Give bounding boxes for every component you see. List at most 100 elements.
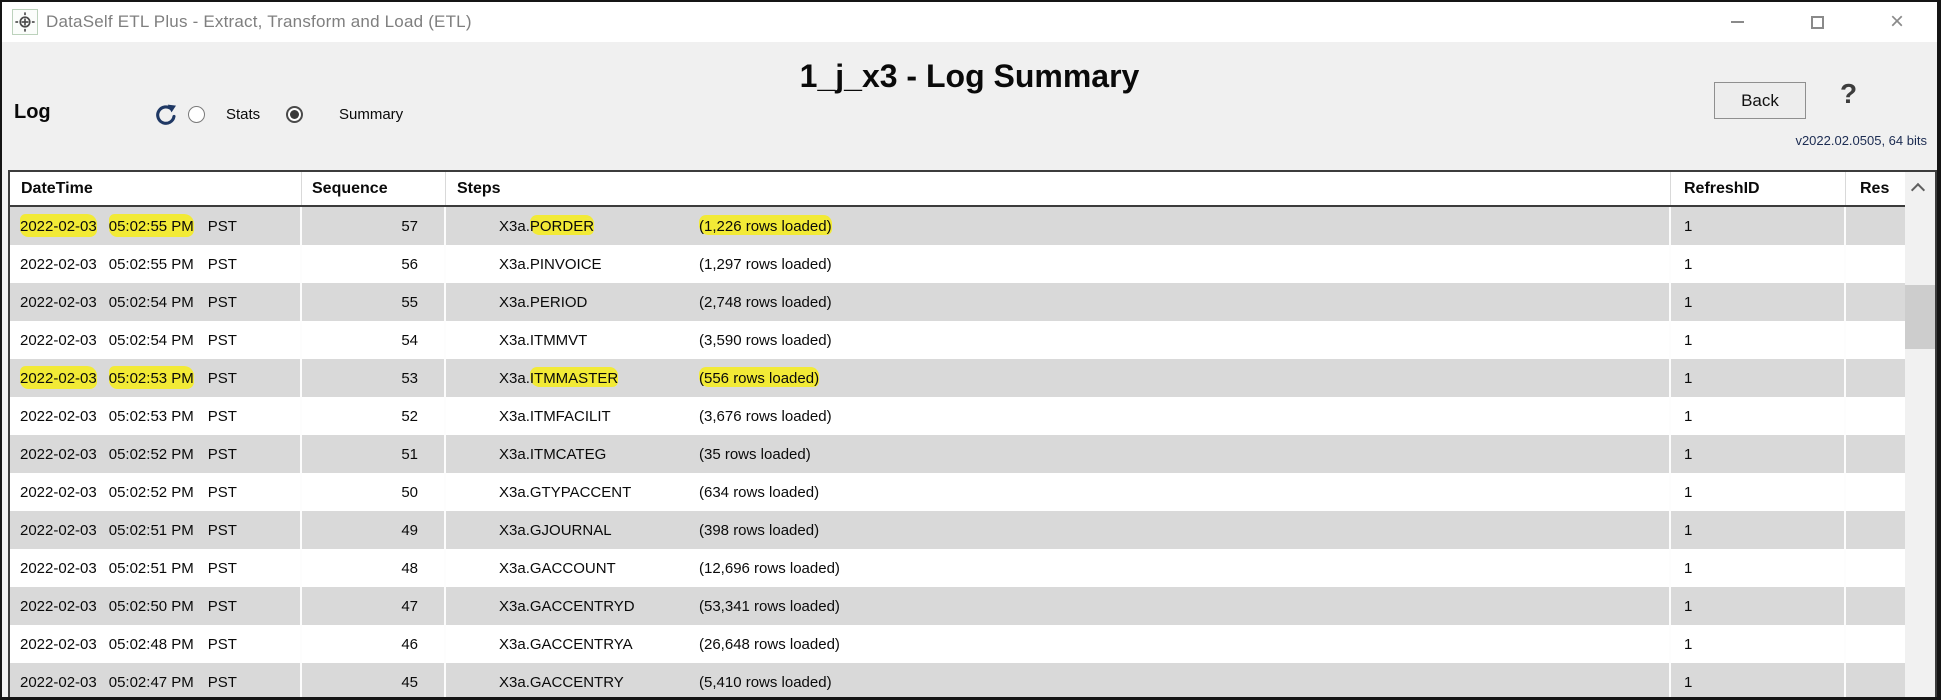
datetime-timezone: PST (207, 293, 237, 311)
step-name: X3a.PINVOICE (499, 256, 699, 273)
cell-sequence: 55 (302, 283, 446, 321)
table-row[interactable]: 2022-02-03 05:02:54 PM PST 55 X3a.PERIOD (2,7… (10, 283, 1935, 321)
table-row[interactable]: 2022-02-03 05:02:48 PM PST 46 X3a.GACCENTRYA… (10, 625, 1935, 663)
cell-sequence: 48 (302, 549, 446, 587)
step-table-name: GACCENTRY (529, 673, 624, 691)
cell-steps: X3a.GACCENTRYD (53,341 rows loaded) (446, 587, 1671, 625)
datetime-timezone: PST (207, 521, 237, 539)
cell-steps: X3a.PORDER (1,226 rows loaded) (446, 207, 1671, 245)
table-row[interactable]: 2022-02-03 05:02:51 PM PST 48 X3a.GACCOUNT (1… (10, 549, 1935, 587)
cell-refreshid: 1 (1671, 625, 1846, 663)
datetime-date: 2022-02-03 (20, 521, 97, 539)
datetime-timezone: PST (207, 445, 237, 463)
datetime-date: 2022-02-03 (20, 255, 97, 273)
cell-sequence: 57 (302, 207, 446, 245)
radio-stats[interactable] (188, 106, 205, 123)
datetime-date: 2022-02-03 (20, 483, 97, 501)
datetime-time: 05:02:55 PM (108, 255, 194, 273)
cell-sequence: 52 (302, 397, 446, 435)
step-prefix: X3a. (499, 673, 530, 691)
radio-summary[interactable] (286, 106, 303, 123)
table-body: 2022-02-03 05:02:55 PM PST 57 X3a.PORDER (1,2… (10, 207, 1935, 697)
window-controls: × (1697, 2, 1937, 42)
step-table-name: ITMMVT (529, 331, 588, 349)
scrollbar-up-icon[interactable] (1912, 182, 1924, 194)
table-row[interactable]: 2022-02-03 05:02:50 PM PST 47 X3a.GACCENTRYD… (10, 587, 1935, 625)
rows-loaded-count: (398 rows loaded) (699, 521, 820, 539)
cell-datetime: 2022-02-03 05:02:53 PM PST (10, 359, 302, 397)
table-row[interactable]: 2022-02-03 05:02:54 PM PST 54 X3a.ITMMVT (3,5… (10, 321, 1935, 359)
table-row[interactable]: 2022-02-03 05:02:51 PM PST 49 X3a.GJOURNAL (3… (10, 511, 1935, 549)
cell-refreshid: 1 (1671, 663, 1846, 697)
datetime-time: 05:02:48 PM (108, 635, 194, 653)
cell-sequence: 54 (302, 321, 446, 359)
datetime-date: 2022-02-03 (20, 559, 97, 577)
step-prefix: X3a. (499, 369, 530, 387)
cell-steps: X3a.GACCOUNT (12,696 rows loaded) (446, 549, 1671, 587)
cell-datetime: 2022-02-03 05:02:51 PM PST (10, 511, 302, 549)
cell-sequence: 53 (302, 359, 446, 397)
step-table-name: GACCENTRYD (529, 597, 635, 615)
cell-sequence: 51 (302, 435, 446, 473)
rows-loaded-count: (3,676 rows loaded) (699, 407, 832, 425)
radio-summary-circle[interactable] (286, 106, 303, 123)
table-row[interactable]: 2022-02-03 05:02:52 PM PST 51 X3a.ITMCATEG (3… (10, 435, 1935, 473)
log-table: DateTime Sequence Steps RefreshID Res 20… (8, 170, 1937, 697)
cell-refreshid: 1 (1671, 397, 1846, 435)
column-header-refreshid[interactable]: RefreshID (1671, 172, 1846, 205)
cell-datetime: 2022-02-03 05:02:48 PM PST (10, 625, 302, 663)
cell-steps: X3a.GACCENTRY (5,410 rows loaded) (446, 663, 1671, 697)
column-header-res[interactable]: Res (1860, 179, 1890, 197)
table-row[interactable]: 2022-02-03 05:02:53 PM PST 53 X3a.ITMMASTER(… (10, 359, 1935, 397)
step-prefix: X3a. (499, 407, 530, 425)
rows-loaded-count: (1,226 rows loaded) (699, 217, 832, 235)
datetime-date: 2022-02-03 (20, 673, 97, 691)
rows-loaded-count: (634 rows loaded) (699, 483, 820, 501)
cell-refreshid: 1 (1671, 283, 1846, 321)
datetime-timezone: PST (207, 331, 237, 349)
radio-summary-label[interactable]: Summary (339, 106, 404, 123)
column-header-sequence[interactable]: Sequence (302, 172, 446, 205)
cell-datetime: 2022-02-03 05:02:54 PM PST (10, 321, 302, 359)
step-name: X3a.GACCENTRYA (499, 636, 699, 653)
column-header-steps[interactable]: Steps (446, 172, 1671, 205)
refresh-icon[interactable] (154, 103, 178, 127)
close-button[interactable]: × (1857, 2, 1937, 42)
datetime-time: 05:02:51 PM (108, 521, 194, 539)
step-table-name: GTYPACCENT (529, 483, 632, 501)
datetime-timezone: PST (207, 483, 237, 501)
radio-stats-circle[interactable] (188, 106, 205, 123)
table-row[interactable]: 2022-02-03 05:02:53 PM PST 52 X3a.ITMFACILIT… (10, 397, 1935, 435)
table-row[interactable]: 2022-02-03 05:02:52 PM PST 50 X3a.GTYPACCENT… (10, 473, 1935, 511)
datetime-date: 2022-02-03 (20, 445, 97, 463)
step-table-name: ITMFACILIT (529, 407, 611, 425)
scrollbar-thumb[interactable] (1905, 285, 1935, 349)
cell-datetime: 2022-02-03 05:02:51 PM PST (10, 549, 302, 587)
maximize-button[interactable] (1777, 2, 1857, 42)
rows-loaded-count: (2,748 rows loaded) (699, 293, 832, 311)
column-header-datetime[interactable]: DateTime (10, 172, 302, 205)
minimize-button[interactable] (1697, 2, 1777, 42)
step-prefix: X3a. (499, 445, 530, 463)
datetime-timezone: PST (207, 597, 237, 615)
minimize-icon (1730, 21, 1744, 23)
cell-datetime: 2022-02-03 05:02:52 PM PST (10, 435, 302, 473)
step-table-name: PERIOD (529, 293, 588, 311)
cell-sequence: 46 (302, 625, 446, 663)
help-icon[interactable]: ? (1840, 78, 1858, 109)
step-name: X3a.PORDER (499, 217, 699, 235)
vertical-scrollbar[interactable] (1905, 172, 1935, 697)
cell-sequence: 56 (302, 245, 446, 283)
table-row[interactable]: 2022-02-03 05:02:55 PM PST 57 X3a.PORDER (1,2… (10, 207, 1935, 245)
cell-refreshid: 1 (1671, 245, 1846, 283)
datetime-timezone: PST (207, 635, 237, 653)
cell-steps: X3a.PINVOICE (1,297 rows loaded) (446, 245, 1671, 283)
datetime-time: 05:02:53 PM (108, 369, 194, 387)
radio-stats-label[interactable]: Stats (226, 106, 261, 123)
back-button[interactable]: Back (1714, 82, 1806, 119)
table-row[interactable]: 2022-02-03 05:02:55 PM PST 56 X3a.PINVOICE (1… (10, 245, 1935, 283)
step-prefix: X3a. (499, 255, 530, 273)
table-row[interactable]: 2022-02-03 05:02:47 PM PST 45 X3a.GACCENTRY(… (10, 663, 1935, 697)
datetime-time: 05:02:55 PM (108, 217, 194, 235)
